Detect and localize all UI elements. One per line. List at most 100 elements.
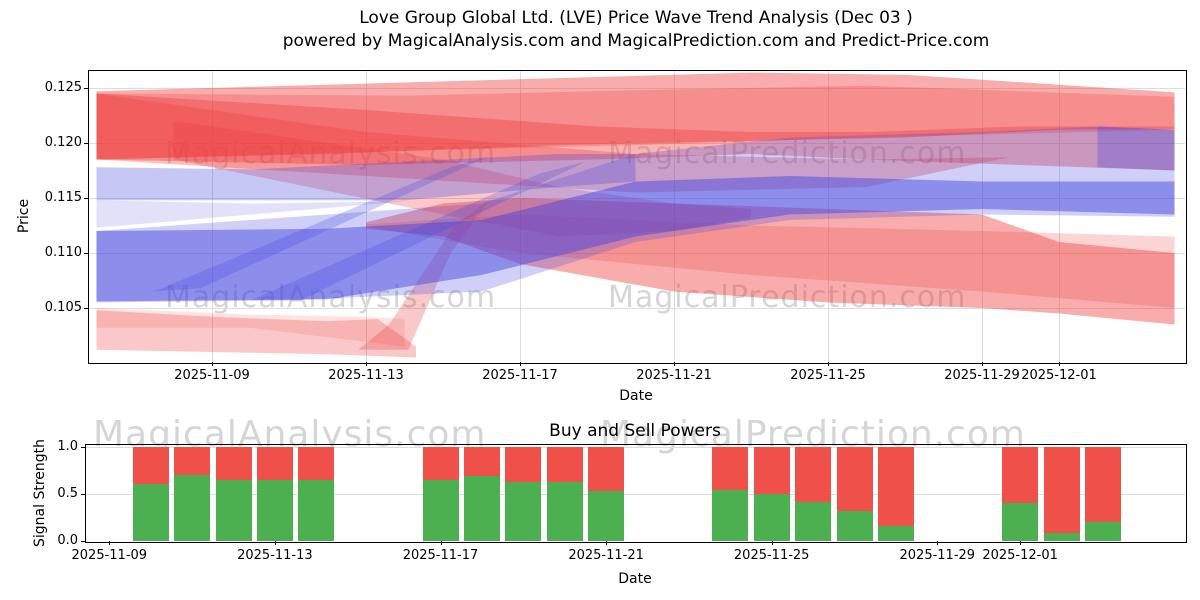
x-tick: [212, 362, 213, 366]
date-tick-label: 2025-11-17: [482, 368, 558, 383]
date-tick-label: 2025-11-25: [733, 548, 810, 563]
price-tick-label: 0.110: [44, 245, 82, 260]
gridline-h: [88, 88, 1185, 89]
x-tick: [1059, 362, 1060, 366]
gridline-h: [88, 143, 1185, 144]
buy-power-bar: [795, 502, 832, 541]
sell-power-bar: [712, 446, 749, 490]
y-tick: [84, 308, 88, 309]
watermark-text: MagicalAnalysis.com: [165, 136, 497, 171]
buy-power-bar: [298, 479, 335, 541]
y-tick: [84, 253, 88, 254]
signal-tick-label: 1.0: [57, 438, 78, 454]
blue-strong-band: [96, 176, 1175, 302]
y-tick: [81, 541, 85, 542]
x-tick: [366, 362, 367, 366]
x-tick: [771, 541, 773, 545]
sell-power-bar: [298, 446, 335, 480]
x-tick: [982, 362, 983, 366]
buy-power-bar: [463, 475, 500, 541]
power-chart-title: Buy and Sell Powers: [549, 421, 721, 441]
buy-power-bar: [1084, 522, 1121, 541]
x-tick: [274, 541, 276, 545]
buy-power-bar: [546, 482, 583, 541]
sell-power-bar: [795, 446, 832, 503]
gridline-v: [212, 70, 213, 362]
red-mid-band: [96, 93, 1175, 171]
gridline-h: [88, 253, 1185, 254]
figure-title-line1: Love Group Global Ltd. (LVE) Price Wave …: [359, 8, 913, 28]
date-tick-label: 2025-11-21: [636, 368, 712, 383]
x-tick: [520, 362, 521, 366]
gridline-h: [88, 308, 1185, 309]
sell-power-bar: [753, 446, 790, 494]
sell-power-bar: [1084, 446, 1121, 523]
sell-power-bar: [422, 446, 459, 480]
x-tick: [1020, 541, 1022, 545]
price-tick-label: 0.105: [44, 300, 82, 315]
blue-streak-1: [154, 156, 490, 292]
figure-title-line2: powered by MagicalAnalysis.com and Magic…: [282, 31, 990, 51]
buy-power-bar: [753, 493, 790, 542]
x-tick: [937, 541, 939, 545]
sell-power-bar: [132, 446, 169, 485]
red-rising-streak: [358, 200, 490, 350]
y-tick: [84, 143, 88, 144]
sell-power-bar: [546, 446, 583, 483]
power-chart-date-axis-label: Date: [618, 571, 652, 587]
buy-power-bar: [1043, 532, 1080, 541]
gridline-v: [1059, 70, 1060, 362]
gridline-h: [85, 493, 1185, 495]
buy-power-bar: [422, 479, 459, 541]
sell-power-bar: [215, 446, 252, 480]
x-tick: [606, 541, 608, 545]
gridline-v: [520, 70, 521, 362]
date-tick-label: 2025-11-09: [174, 368, 250, 383]
watermark-text: MagicalAnalysis.com: [165, 280, 497, 315]
watermark-text: MagicalPrediction.com: [608, 280, 967, 315]
sell-power-bar: [877, 446, 914, 526]
y-tick: [81, 493, 85, 495]
price-band-canvas: [96, 72, 1175, 358]
x-tick: [674, 362, 675, 366]
buy-power-bar: [132, 484, 169, 541]
date-tick-label: 2025-11-13: [328, 368, 404, 383]
x-tick: [440, 541, 442, 545]
buy-power-bar: [877, 525, 914, 541]
red-top-fan-outer: [96, 72, 1175, 160]
red-descending-arm: [173, 121, 751, 237]
price-tick-label: 0.120: [44, 135, 82, 150]
gridline-h: [85, 446, 1185, 448]
buy-power-bar: [256, 479, 293, 541]
buy-power-bar: [1002, 503, 1039, 541]
sell-power-bar: [1043, 446, 1080, 533]
gridline-v: [366, 70, 367, 362]
red-bottom-strip: [96, 310, 417, 358]
gridline-v: [674, 70, 675, 362]
buy-power-bar: [836, 510, 873, 541]
sell-power-bar: [174, 446, 211, 475]
sell-power-bar: [463, 446, 500, 476]
date-tick-label: 2025-11-29: [944, 368, 1020, 383]
price-chart-date-axis-label: Date: [619, 388, 653, 404]
x-tick: [828, 362, 829, 366]
sell-power-bar: [588, 446, 625, 491]
price-tick-label: 0.115: [44, 190, 82, 205]
y-tick: [81, 446, 85, 448]
date-tick-label: 2025-11-09: [71, 548, 148, 563]
sell-power-bar: [836, 446, 873, 511]
price-tick-label: 0.125: [44, 80, 82, 95]
red-converging-wedge: [96, 93, 1009, 193]
buy-power-bar: [174, 474, 211, 541]
sell-power-bar: [505, 446, 542, 483]
buy-power-bar: [505, 482, 542, 541]
watermark-text: MagicalPrediction.com: [608, 136, 967, 171]
date-tick-label: 2025-12-01: [1021, 368, 1097, 383]
date-tick-label: 2025-12-01: [982, 548, 1058, 563]
sell-power-bar: [1002, 446, 1039, 504]
blue-end-cap: [1097, 126, 1175, 171]
gridline-v: [828, 70, 829, 362]
date-tick-label: 2025-11-25: [790, 368, 866, 383]
blue-light-wedge: [96, 200, 405, 228]
